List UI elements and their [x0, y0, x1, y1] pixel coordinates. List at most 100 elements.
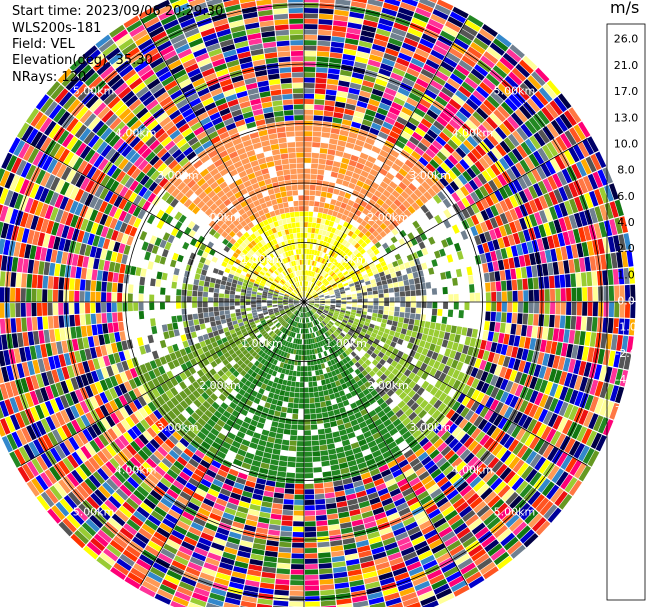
velocity-gate — [53, 315, 59, 329]
velocity-gate — [298, 333, 301, 339]
velocity-gate — [281, 406, 288, 413]
velocity-gate — [333, 20, 348, 27]
velocity-gate — [368, 234, 375, 241]
velocity-gate — [304, 307, 306, 313]
velocity-gate — [454, 334, 461, 343]
velocity-gate — [490, 427, 502, 440]
velocity-gate — [291, 564, 304, 570]
velocity-gate — [336, 303, 341, 306]
velocity-gate — [487, 133, 499, 147]
velocity-gate — [592, 171, 603, 188]
velocity-gate — [504, 393, 514, 406]
velocity-gate — [459, 353, 467, 363]
velocity-gate — [563, 149, 575, 165]
velocity-gate — [564, 372, 573, 387]
velocity-gate — [93, 533, 109, 548]
velocity-gate — [507, 133, 520, 147]
velocity-gate — [336, 419, 344, 426]
velocity-gate — [415, 48, 430, 59]
velocity-gate — [111, 513, 126, 527]
velocity-gate — [369, 54, 383, 63]
velocity-gate — [360, 339, 367, 346]
velocity-gate — [451, 342, 459, 351]
velocity-gate — [301, 307, 303, 312]
velocity-gate — [415, 466, 427, 477]
velocity-gate — [364, 333, 371, 339]
velocity-gate — [422, 559, 438, 571]
velocity-gate — [291, 326, 295, 332]
velocity-gate — [414, 510, 427, 521]
velocity-gate — [329, 290, 334, 294]
velocity-gate — [294, 387, 300, 393]
velocity-gate — [238, 545, 252, 553]
velocity-gate — [276, 573, 290, 580]
velocity-gate — [359, 248, 366, 255]
velocity-gate — [323, 339, 328, 345]
velocity-gate — [320, 142, 329, 149]
velocity-gate — [296, 451, 304, 457]
velocity-gate — [528, 290, 534, 302]
velocity-gate — [197, 335, 204, 343]
velocity-gate — [258, 417, 266, 424]
velocity-gate — [435, 413, 446, 423]
velocity-gate — [253, 455, 263, 462]
velocity-gate — [342, 537, 356, 545]
velocity-gate — [311, 440, 320, 446]
velocity-gate — [379, 358, 386, 366]
velocity-gate — [375, 78, 388, 87]
velocity-gate — [319, 335, 324, 341]
velocity-gate — [495, 281, 502, 292]
velocity-gate — [326, 315, 332, 320]
velocity-gate — [387, 552, 402, 561]
velocity-gate — [516, 243, 524, 256]
velocity-gate — [322, 287, 327, 292]
velocity-gate — [272, 333, 277, 339]
velocity-gate — [448, 377, 457, 387]
velocity-gate — [384, 0, 401, 7]
velocity-gate — [229, 302, 235, 306]
velocity-gate — [494, 502, 509, 516]
velocity-gate — [173, 525, 188, 536]
velocity-gate — [520, 430, 531, 444]
velocity-gate — [217, 493, 230, 502]
velocity-gate — [343, 48, 357, 56]
velocity-gate — [523, 402, 534, 416]
velocity-gate — [266, 356, 272, 362]
velocity-gate — [324, 332, 329, 338]
velocity-gate — [181, 308, 187, 315]
velocity-gate — [100, 525, 116, 539]
velocity-gate — [399, 286, 405, 292]
velocity-gate — [113, 562, 129, 576]
velocity-gate — [510, 323, 517, 335]
velocity-gate — [372, 366, 380, 374]
velocity-gate — [369, 252, 376, 258]
velocity-gate — [464, 355, 472, 365]
velocity-gate — [475, 431, 486, 443]
velocity-gate — [304, 13, 318, 19]
velocity-gate — [484, 539, 500, 553]
velocity-gate — [292, 408, 299, 414]
velocity-gate — [351, 323, 358, 329]
velocity-gate — [263, 561, 277, 568]
velocity-gate — [304, 521, 316, 527]
velocity-gate — [336, 598, 352, 605]
velocity-gate — [586, 271, 593, 287]
velocity-gate — [299, 392, 304, 398]
velocity-gate — [441, 531, 456, 543]
velocity-gate — [347, 331, 353, 337]
velocity-gate — [306, 312, 308, 318]
velocity-gate — [318, 275, 323, 281]
velocity-gate — [335, 294, 341, 297]
velocity-gate — [361, 510, 374, 519]
velocity-gate — [370, 427, 379, 435]
velocity-gate — [526, 266, 533, 278]
velocity-gate — [485, 311, 491, 321]
velocity-gate — [370, 93, 382, 102]
velocity-gate — [310, 310, 315, 314]
velocity-gate — [258, 349, 264, 356]
velocity-gate — [579, 211, 588, 227]
velocity-gate — [444, 434, 455, 445]
velocity-gate — [394, 331, 401, 338]
velocity-gate — [186, 443, 197, 454]
velocity-gate — [388, 287, 394, 293]
